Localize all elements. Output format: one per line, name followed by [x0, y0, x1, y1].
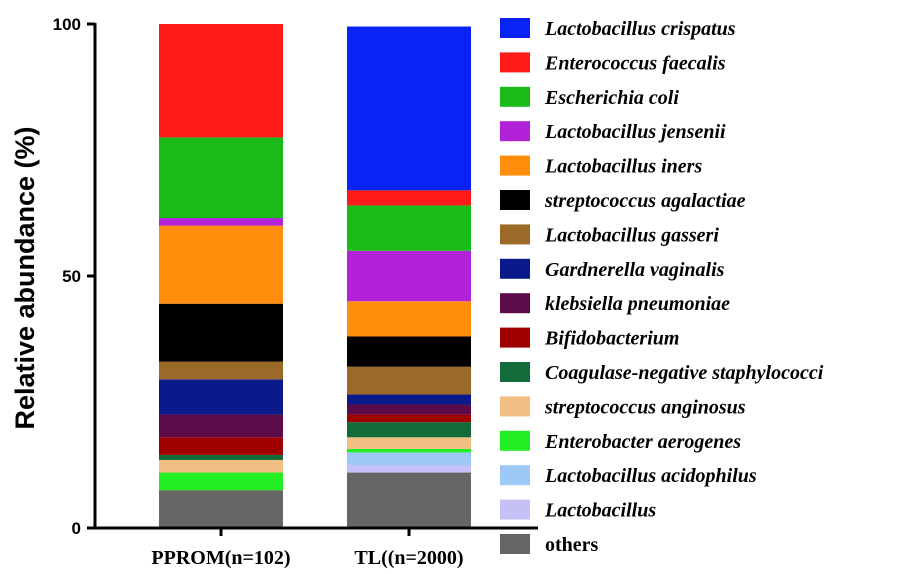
legend-label-bifidobacterium: Bifidobacterium — [544, 328, 679, 350]
legend-swatch-lactobacillus-crispatus — [500, 18, 530, 38]
legend-label-lactobacillus-jensenii: Lactobacillus jensenii — [544, 121, 726, 143]
bar-segment-others-2 — [347, 472, 471, 528]
legend-swatch-escherichia-coli — [500, 86, 530, 107]
bar-segment-enterococcus-faecalis-2 — [347, 190, 471, 206]
bar-segment-klebsiella-pneumoniae-1 — [159, 414, 283, 438]
legend-label-enterococcus-faecalis: Enterococcus faecalis — [544, 52, 726, 74]
x-tick-label-1: PPROM(n=102) — [151, 547, 290, 569]
legend: Lactobacillus crispatus Enterococcus faec… — [500, 18, 824, 556]
legend-label-streptococcus-anginosus: streptococcus anginosus — [544, 396, 746, 418]
legend-swatch-enterococcus-faecalis — [500, 52, 530, 73]
bar-segment-lactobacillus-acidophilus-2 — [347, 452, 471, 465]
legend-label-streptococcus-agalactiae: streptococcus agalactiae — [544, 190, 746, 212]
bar-segment-lactobacillus-gasseri-1 — [159, 361, 283, 380]
legend-label-gardnerella-vaginalis: Gardnerella vaginalis — [545, 259, 725, 281]
legend-label-enterobacter-aerogenes: Enterobacter aerogenes — [544, 431, 741, 453]
x-tick-label-2: TL((n=2000) — [354, 547, 463, 569]
legend-swatch-lactobacillus-gasseri — [500, 224, 530, 245]
legend-swatch-streptococcus-anginosus — [500, 396, 530, 417]
bar-segment-streptococcus-anginosus-2 — [347, 437, 471, 449]
bar-segment-lactobacillus-gasseri-2 — [347, 366, 471, 395]
bar-segment-gardnerella-vaginalis-2 — [347, 394, 471, 405]
bar-segment-lactobacillus-iners-2 — [347, 301, 471, 337]
axes-group: 0 50 100 PPROM(n=102) TL((n=2000) — [53, 15, 538, 569]
bar-segment-escherichia-coli-1 — [159, 137, 283, 219]
bars-group — [159, 24, 471, 528]
legend-swatch-bifidobacterium — [500, 327, 530, 348]
legend-swatch-lactobacillus-acidophilus — [500, 465, 530, 486]
legend-label-escherichia-coli: Escherichia coli — [544, 87, 679, 109]
bar-segment-streptococcus-agalactiae-2 — [347, 336, 471, 367]
bar-segment-gardnerella-vaginalis-1 — [159, 379, 283, 415]
bar-segment-streptococcus-anginosus-1 — [159, 459, 283, 473]
legend-swatch-streptococcus-agalactiae — [500, 190, 530, 210]
bar-segment-coagulase-negative-staphylococci-1 — [159, 454, 283, 460]
bar-segment-enterobacter-aerogenes-1 — [159, 472, 283, 491]
legend-swatch-enterobacter-aerogenes — [500, 430, 530, 451]
legend-label-klebsiella-pneumoniae: klebsiella pneumoniae — [545, 293, 730, 315]
bar-segment-bifidobacterium-1 — [159, 437, 283, 455]
y-tick-label-50: 50 — [62, 267, 81, 286]
bar-segment-others-1 — [159, 490, 283, 528]
bar-segment-lactobacillus-2 — [347, 465, 471, 473]
bar-segment-klebsiella-pneumoniae-2 — [347, 404, 471, 415]
legend-swatch-gardnerella-vaginalis — [500, 258, 530, 279]
bar-segment-coagulase-negative-staphylococci-2 — [347, 422, 471, 438]
legend-label-others: others — [545, 534, 599, 556]
bar-segment-streptococcus-agalactiae-1 — [159, 303, 283, 362]
legend-swatch-lactobacillus-jensenii — [500, 121, 530, 142]
bar-segment-enterococcus-faecalis-1 — [159, 24, 283, 138]
legend-swatch-lactobacillus-iners — [500, 155, 530, 176]
bar-segment-lactobacillus-crispatus-2 — [347, 26, 471, 191]
bar-segment-lactobacillus-iners-1 — [159, 225, 283, 304]
legend-swatch-klebsiella-pneumoniae — [500, 293, 530, 314]
legend-label-coagulase-negative-staphylococci: Coagulase-negative staphylococci — [545, 362, 824, 384]
y-tick-label-100: 100 — [53, 15, 81, 34]
bar-segment-lactobacillus-jensenii-2 — [347, 250, 471, 302]
bar-segment-enterobacter-aerogenes-2 — [347, 448, 471, 453]
y-tick-label-0: 0 — [72, 519, 81, 538]
legend-label-lactobacillus-crispatus: Lactobacillus crispatus — [544, 18, 736, 40]
legend-label-lactobacillus: Lactobacillus — [544, 500, 656, 522]
y-axis-label: Relative abundance (%) — [10, 126, 40, 429]
legend-label-lactobacillus-iners: Lactobacillus iners — [544, 156, 702, 178]
bar-segment-escherichia-coli-2 — [347, 205, 471, 251]
bar-segment-bifidobacterium-2 — [347, 414, 471, 423]
legend-label-lactobacillus-gasseri: Lactobacillus gasseri — [544, 224, 719, 246]
legend-swatch-others — [500, 534, 530, 554]
bar-segment-lactobacillus-jensenii-1 — [159, 218, 283, 226]
legend-swatch-coagulase-negative-staphylococci — [500, 362, 530, 382]
legend-swatch-lactobacillus — [500, 499, 530, 520]
legend-label-lactobacillus-acidophilus: Lactobacillus acidophilus — [544, 465, 757, 487]
